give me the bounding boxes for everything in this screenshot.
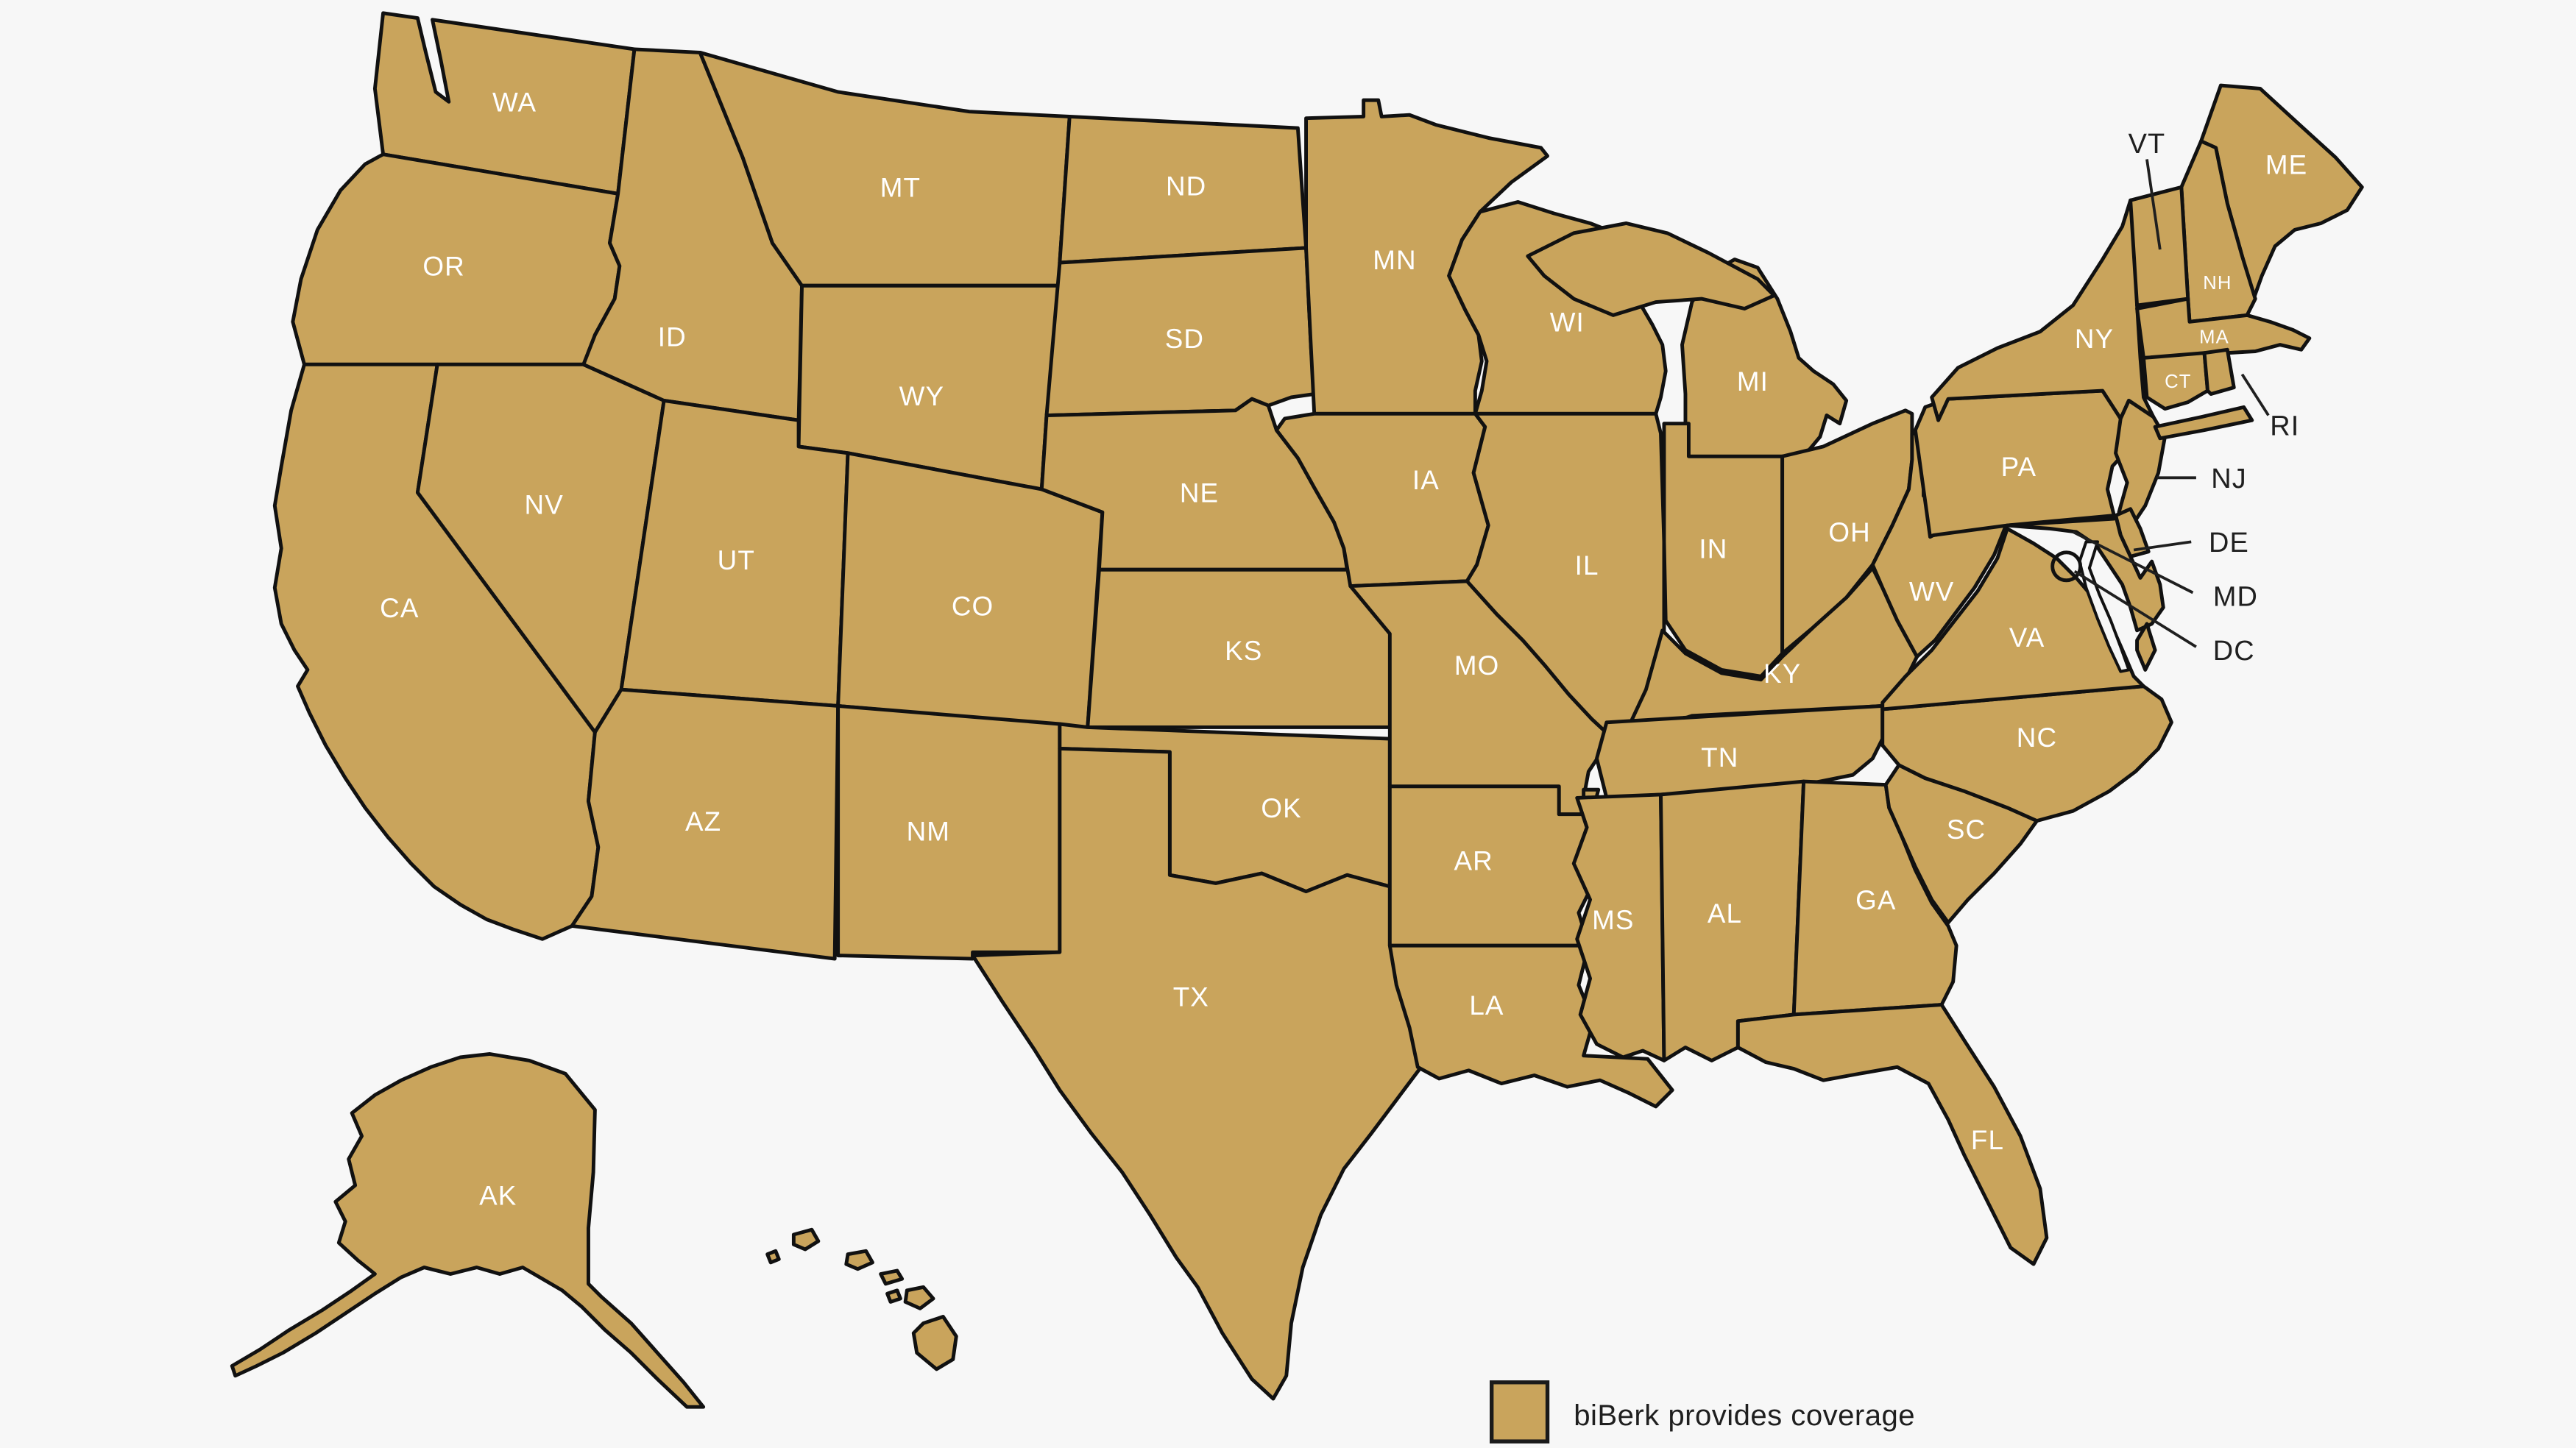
state-label-pa: PA bbox=[2001, 452, 2037, 482]
annotation-layer bbox=[2050, 159, 2270, 648]
states-layer bbox=[230, 11, 2364, 1409]
state-label-nc: NC bbox=[2017, 723, 2057, 753]
state-label-co: CO bbox=[952, 592, 994, 622]
state-label-ne: NE bbox=[1180, 478, 1219, 508]
state-label-md: MD bbox=[2213, 582, 2258, 613]
state-shape-va bbox=[1880, 527, 2145, 711]
state-shape-fl bbox=[1735, 1003, 2049, 1266]
state-label-mn: MN bbox=[1373, 245, 1416, 275]
state-label-ca: CA bbox=[380, 593, 419, 623]
state-label-il: IL bbox=[1575, 550, 1599, 581]
state-label-ia: IA bbox=[1412, 465, 1440, 495]
state-shape-nj bbox=[2114, 398, 2167, 528]
state-label-mt: MT bbox=[880, 173, 921, 203]
state-shape-nc bbox=[1880, 684, 2173, 823]
state-label-nm: NM bbox=[907, 816, 950, 846]
state-label-oh: OH bbox=[1828, 517, 1870, 547]
state-shape-ri bbox=[2202, 347, 2236, 396]
state-shape-in bbox=[1662, 422, 1785, 678]
state-label-vt: VT bbox=[2129, 129, 2166, 160]
state-label-ms: MS bbox=[1592, 905, 1634, 935]
long-island bbox=[2153, 405, 2254, 441]
state-label-ar: AR bbox=[1454, 845, 1493, 876]
state-shape-md bbox=[2005, 514, 2165, 633]
state-shape-tx bbox=[971, 747, 1423, 1401]
state-label-fl: FL bbox=[1971, 1125, 2004, 1155]
state-label-in: IN bbox=[1699, 534, 1727, 564]
legend-coverage-label: biBerk provides coverage bbox=[1574, 1399, 1915, 1432]
state-label-de: DE bbox=[2209, 528, 2249, 558]
state-label-ak: AK bbox=[479, 1181, 517, 1211]
state-label-mi: MI bbox=[1737, 366, 1769, 397]
state-label-wa: WA bbox=[492, 88, 537, 118]
state-shape-ny bbox=[1930, 198, 2156, 422]
state-label-sc: SC bbox=[1947, 814, 1986, 845]
leader-line-dc bbox=[2073, 569, 2197, 648]
legend: biBerk provides coverage bbox=[1490, 1380, 1915, 1444]
state-label-nh: NH bbox=[2203, 273, 2232, 294]
state-shape-wa bbox=[372, 11, 637, 196]
leader-line-ri bbox=[2240, 373, 2270, 416]
state-label-az: AZ bbox=[685, 806, 721, 837]
leader-line-md bbox=[2072, 530, 2194, 595]
state-label-va: VA bbox=[2009, 622, 2045, 653]
virginia-eastern-shore bbox=[2135, 622, 2157, 672]
state-label-nv: NV bbox=[525, 489, 564, 519]
state-label-tx: TX bbox=[1173, 982, 1209, 1012]
state-label-ct: CT bbox=[2165, 372, 2191, 392]
legend-coverage-swatch bbox=[1490, 1380, 1550, 1444]
state-label-wv: WV bbox=[1909, 577, 1955, 607]
state-label-dc: DC bbox=[2213, 636, 2255, 667]
state-label-al: AL bbox=[1708, 898, 1742, 929]
state-label-id: ID bbox=[658, 322, 687, 352]
state-label-ri: RI bbox=[2270, 411, 2299, 442]
hawaii-islands bbox=[765, 1227, 958, 1371]
state-label-ma: MA bbox=[2199, 327, 2229, 348]
state-label-me: ME bbox=[2265, 149, 2307, 180]
state-label-ny: NY bbox=[2075, 324, 2114, 354]
leader-line-de bbox=[2133, 540, 2192, 552]
state-shape-ma bbox=[2135, 297, 2312, 360]
state-label-nd: ND bbox=[1166, 171, 1206, 201]
state-label-sd: SD bbox=[1165, 324, 1204, 354]
labels-layer: WA OR CA NV ID MT WY UT CO AZ NM ND SD NE KS OK TX MN IA MO… bbox=[380, 88, 2307, 1211]
state-label-la: LA bbox=[1469, 990, 1504, 1021]
state-label-ut: UT bbox=[718, 545, 755, 575]
state-shape-ak bbox=[230, 1052, 706, 1409]
state-label-ky: KY bbox=[1763, 659, 1801, 689]
state-label-wy: WY bbox=[899, 381, 945, 411]
dc-circle-marker bbox=[2050, 550, 2083, 583]
state-shape-mi bbox=[1680, 258, 1849, 458]
state-label-mo: MO bbox=[1454, 650, 1500, 681]
state-label-nj: NJ bbox=[2211, 464, 2247, 494]
state-label-or: OR bbox=[422, 252, 464, 282]
leader-line-vt bbox=[2145, 159, 2162, 250]
michigan-upper-peninsula bbox=[1526, 221, 1776, 317]
state-label-ok: OK bbox=[1261, 793, 1301, 823]
state-label-wi: WI bbox=[1550, 308, 1585, 338]
state-label-tn: TN bbox=[1701, 742, 1738, 773]
state-label-ks: KS bbox=[1225, 636, 1262, 666]
state-label-ga: GA bbox=[1855, 885, 1896, 915]
